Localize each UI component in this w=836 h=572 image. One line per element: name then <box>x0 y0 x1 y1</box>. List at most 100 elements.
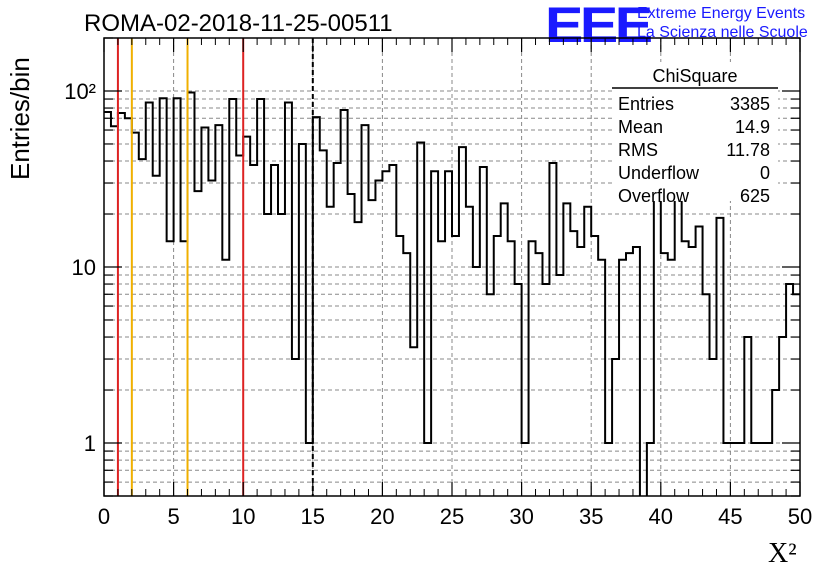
histogram-bin <box>362 125 369 496</box>
histogram-bin <box>549 163 556 496</box>
histogram-bin <box>194 191 201 496</box>
x-tick-label: 30 <box>509 504 533 529</box>
histogram-bin <box>487 294 494 496</box>
histogram-bin <box>584 207 591 496</box>
x-tick-label: 20 <box>370 504 394 529</box>
histogram-bin <box>257 99 264 496</box>
histogram-bin <box>264 214 271 496</box>
histogram-bin <box>703 294 710 496</box>
logo-line-2: La Scienza nelle Scuole <box>637 24 808 41</box>
histogram-bin <box>236 156 243 496</box>
histogram-bin <box>153 176 160 496</box>
histogram-bin <box>229 99 236 496</box>
histogram-bin <box>466 207 473 496</box>
histogram-bin <box>661 253 668 496</box>
histogram-bin <box>160 98 167 496</box>
histogram-bin <box>146 103 153 496</box>
stats-label: Entries <box>618 94 674 114</box>
histogram-bin <box>292 359 299 496</box>
histogram-bin <box>403 253 410 496</box>
histogram-bin <box>438 241 445 496</box>
histogram-bin <box>125 118 132 496</box>
x-tick-label: 40 <box>649 504 673 529</box>
stats-label: Underflow <box>618 163 700 183</box>
axes <box>103 37 801 497</box>
logo-line-1: Extreme Energy Events <box>637 5 806 22</box>
histogram-bin <box>716 218 723 496</box>
histogram-bin <box>626 253 633 496</box>
histogram-bin <box>431 171 438 496</box>
x-tick-label: 50 <box>788 504 812 529</box>
histogram-bin <box>744 337 751 496</box>
histogram-bin <box>320 150 327 496</box>
histogram-bin <box>682 241 689 496</box>
histogram-bin <box>271 165 278 496</box>
histogram-bin <box>508 241 515 496</box>
histogram-bin <box>208 181 215 496</box>
histogram-bin <box>793 294 800 496</box>
x-tick-label: 25 <box>440 504 464 529</box>
x-tick-label: 0 <box>98 504 110 529</box>
chart-title: ROMA-02-2018-11-25-00511 <box>84 10 393 37</box>
histogram-bin <box>529 241 536 496</box>
x-tick-label: 45 <box>718 504 742 529</box>
histogram-bin <box>174 98 181 496</box>
histogram-bin <box>334 163 341 496</box>
histogram-bin <box>139 159 146 496</box>
stats-label: Mean <box>618 117 663 137</box>
histogram-bin <box>675 191 682 496</box>
stats-header: ChiSquare <box>652 66 737 86</box>
histogram-bin <box>389 165 396 496</box>
y-tick-label: 1 <box>84 431 96 456</box>
histogram-bin <box>536 253 543 496</box>
histogram-bin <box>132 133 139 496</box>
x-tick-label: 35 <box>579 504 603 529</box>
histogram-bin <box>313 117 320 496</box>
stats-box: ChiSquare Entries 3385 Mean 14.9 RMS 11.78 Unde… <box>612 62 778 206</box>
histogram-bin <box>243 137 250 496</box>
histogram-outline <box>104 91 800 496</box>
stats-value: 11.78 <box>726 140 770 160</box>
histogram-bin <box>104 112 111 496</box>
x-tick-label: 5 <box>167 504 179 529</box>
histogram-bin <box>480 167 487 496</box>
histogram-bin <box>612 359 619 496</box>
histogram-bars <box>104 91 800 496</box>
y-tick-label: 10 <box>72 255 96 280</box>
histogram-bin <box>779 337 786 496</box>
histogram-bin <box>111 126 118 496</box>
histogram-bin <box>382 171 389 496</box>
histogram-bin <box>368 200 375 496</box>
histogram-bin <box>710 359 717 496</box>
histogram-bin <box>167 241 174 496</box>
histogram-bin <box>118 113 125 496</box>
histogram-bin <box>473 267 480 496</box>
histogram-bin <box>375 181 382 496</box>
stats-value: 0 <box>760 163 770 183</box>
histogram-bin <box>341 110 348 496</box>
histogram-bin <box>181 241 188 496</box>
histogram-bin <box>459 147 466 496</box>
stats-value: 14.9 <box>735 117 770 137</box>
tick-labels: 0 5 10 15 20 25 30 35 40 45 50 1 10 10² <box>64 79 812 529</box>
stats-value: 3385 <box>730 94 770 114</box>
histogram-bin <box>285 103 292 496</box>
histogram-bin <box>215 125 222 496</box>
histogram-bin <box>501 203 508 496</box>
histogram-bin <box>563 203 570 496</box>
x-tick-label: 15 <box>301 504 325 529</box>
histogram-bin <box>327 207 334 496</box>
histogram-bin <box>570 231 577 496</box>
histogram-bin <box>250 165 257 496</box>
stats-label: RMS <box>618 140 658 160</box>
stats-value: 625 <box>740 186 770 206</box>
stats-label: Overflow <box>618 186 690 206</box>
histogram-bin <box>278 214 285 496</box>
histogram-bin <box>410 347 417 496</box>
x-axis-label: X² <box>768 538 797 569</box>
histogram-bin <box>556 275 563 496</box>
reference-lines <box>116 38 314 496</box>
stats-box-bg <box>612 62 778 201</box>
x-tick-label: 10 <box>231 504 255 529</box>
